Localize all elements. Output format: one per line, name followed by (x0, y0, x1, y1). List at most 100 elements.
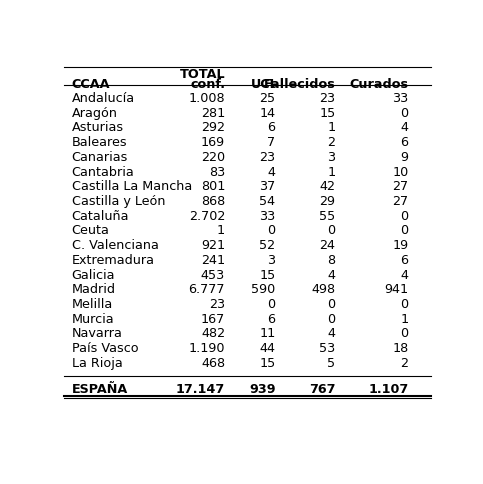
Text: Galicia: Galicia (71, 268, 115, 281)
Text: Extremadura: Extremadura (71, 253, 155, 266)
Text: 941: 941 (384, 283, 409, 296)
Text: Navarra: Navarra (71, 327, 123, 340)
Text: La Rioja: La Rioja (71, 356, 122, 369)
Text: Castilla La Mancha: Castilla La Mancha (71, 180, 192, 193)
Text: 23: 23 (209, 297, 225, 310)
Text: Baleares: Baleares (71, 136, 127, 149)
Text: 15: 15 (259, 268, 276, 281)
Text: 24: 24 (319, 239, 336, 252)
Text: 0: 0 (327, 312, 336, 325)
Text: Cataluña: Cataluña (71, 209, 129, 222)
Text: 0: 0 (400, 224, 409, 237)
Text: 25: 25 (259, 92, 276, 105)
Text: 53: 53 (319, 342, 336, 354)
Text: 3: 3 (268, 253, 276, 266)
Text: 8: 8 (327, 253, 336, 266)
Text: 55: 55 (319, 209, 336, 222)
Text: 2.702: 2.702 (189, 209, 225, 222)
Text: 0: 0 (400, 297, 409, 310)
Text: 1: 1 (217, 224, 225, 237)
Text: Andalucía: Andalucía (71, 92, 135, 105)
Text: 801: 801 (201, 180, 225, 193)
Text: 6: 6 (400, 253, 409, 266)
Text: 52: 52 (259, 239, 276, 252)
Text: Madrid: Madrid (71, 283, 115, 296)
Text: 0: 0 (400, 327, 409, 340)
Text: 2: 2 (400, 356, 409, 369)
Text: 453: 453 (201, 268, 225, 281)
Text: 4: 4 (327, 327, 336, 340)
Text: UCI: UCI (251, 78, 276, 91)
Text: 6.777: 6.777 (188, 283, 225, 296)
Text: 54: 54 (259, 195, 276, 208)
Text: 2: 2 (327, 136, 336, 149)
Text: 6: 6 (268, 312, 276, 325)
Text: 10: 10 (392, 165, 409, 178)
Text: 18: 18 (392, 342, 409, 354)
Text: 4: 4 (268, 165, 276, 178)
Text: 42: 42 (319, 180, 336, 193)
Text: 0: 0 (268, 224, 276, 237)
Text: 23: 23 (259, 151, 276, 164)
Text: 1: 1 (327, 121, 336, 134)
Text: País Vasco: País Vasco (71, 342, 138, 354)
Text: TOTAL: TOTAL (180, 68, 225, 80)
Text: 0: 0 (400, 106, 409, 120)
Text: 1.190: 1.190 (188, 342, 225, 354)
Text: 939: 939 (249, 382, 276, 395)
Text: 1: 1 (400, 312, 409, 325)
Text: 169: 169 (201, 136, 225, 149)
Text: 19: 19 (392, 239, 409, 252)
Text: 868: 868 (201, 195, 225, 208)
Text: Fallecidos: Fallecidos (264, 78, 336, 91)
Text: 3: 3 (327, 151, 336, 164)
Text: 9: 9 (400, 151, 409, 164)
Text: 15: 15 (319, 106, 336, 120)
Text: 590: 590 (251, 283, 276, 296)
Text: Castilla y León: Castilla y León (71, 195, 165, 208)
Text: Canarias: Canarias (71, 151, 128, 164)
Text: 1: 1 (327, 165, 336, 178)
Text: 4: 4 (400, 268, 409, 281)
Text: 29: 29 (319, 195, 336, 208)
Text: 6: 6 (400, 136, 409, 149)
Text: Melilla: Melilla (71, 297, 113, 310)
Text: 11: 11 (259, 327, 276, 340)
Text: Aragón: Aragón (71, 106, 117, 120)
Text: 23: 23 (319, 92, 336, 105)
Text: 27: 27 (392, 195, 409, 208)
Text: 4: 4 (400, 121, 409, 134)
Text: C. Valenciana: C. Valenciana (71, 239, 158, 252)
Text: 767: 767 (309, 382, 336, 395)
Text: Cantabria: Cantabria (71, 165, 134, 178)
Text: 498: 498 (312, 283, 336, 296)
Text: 241: 241 (201, 253, 225, 266)
Text: 1.107: 1.107 (368, 382, 409, 395)
Text: 0: 0 (268, 297, 276, 310)
Text: 292: 292 (201, 121, 225, 134)
Text: 220: 220 (201, 151, 225, 164)
Text: 5: 5 (327, 356, 336, 369)
Text: 4: 4 (327, 268, 336, 281)
Text: 281: 281 (201, 106, 225, 120)
Text: Ceuta: Ceuta (71, 224, 110, 237)
Text: 83: 83 (209, 165, 225, 178)
Text: 0: 0 (400, 209, 409, 222)
Text: 1.008: 1.008 (188, 92, 225, 105)
Text: 33: 33 (259, 209, 276, 222)
Text: 482: 482 (201, 327, 225, 340)
Text: 921: 921 (201, 239, 225, 252)
Text: 17.147: 17.147 (176, 382, 225, 395)
Text: Curados: Curados (350, 78, 409, 91)
Text: 33: 33 (392, 92, 409, 105)
Text: 7: 7 (268, 136, 276, 149)
Text: 15: 15 (259, 356, 276, 369)
Text: 37: 37 (259, 180, 276, 193)
Text: 0: 0 (327, 297, 336, 310)
Text: 6: 6 (268, 121, 276, 134)
Text: 0: 0 (327, 224, 336, 237)
Text: Murcia: Murcia (71, 312, 114, 325)
Text: 27: 27 (392, 180, 409, 193)
Text: ESPAÑA: ESPAÑA (71, 382, 128, 395)
Text: 14: 14 (259, 106, 276, 120)
